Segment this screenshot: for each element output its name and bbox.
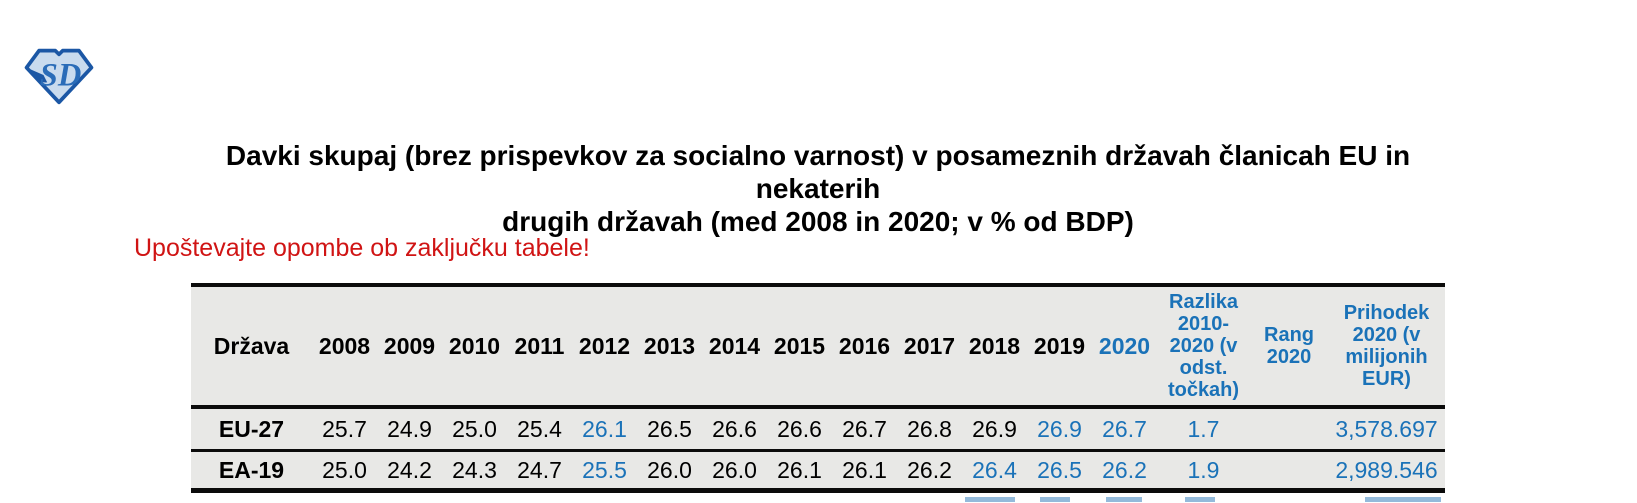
cell-EA-19-2017: 26.2 [897,450,962,491]
sd-diamond-logo-icon: SD [24,48,94,105]
header-cell-2010: 2010 [442,285,507,409]
header-cell-2020: 2020 [1092,285,1157,409]
cell-EU-27-razlika: 1.7 [1157,407,1250,452]
cell-EA-19-2013: 26.0 [637,450,702,491]
cutoff-text-fragment [1365,497,1441,502]
cell-EA-19-2010: 24.3 [442,450,507,491]
cutoff-text-fragment [1040,497,1070,502]
cell-EU-27-2015: 26.6 [767,407,832,452]
header-cell-2019: 2019 [1027,285,1092,409]
cell-EU-27-2013: 26.5 [637,407,702,452]
row-label-EA-19: EA-19 [191,450,312,491]
cell-EA-19-razlika: 1.9 [1157,450,1250,491]
cell-EU-27-prihodek: 3,578.697 [1328,407,1445,452]
header-cell-2015: 2015 [767,285,832,409]
cell-EU-27-2017: 26.8 [897,407,962,452]
cell-EU-27-2012: 26.1 [572,407,637,452]
cell-EA-19-2011: 24.7 [507,450,572,491]
header-cell-2009: 2009 [377,285,442,409]
cell-EA-19-2016: 26.1 [832,450,897,491]
cell-EU-27-2010: 25.0 [442,407,507,452]
cell-EA-19-2014: 26.0 [702,450,767,491]
svg-text:SD: SD [40,57,82,93]
header-cell-2011: 2011 [507,285,572,409]
table-row-EA-19: EA-19 25.0 24.2 24.3 24.7 25.5 26.0 26.0 26.1 26.… [191,450,1445,491]
cell-EA-19-2020: 26.2 [1092,450,1157,491]
cell-EA-19-2008: 25.0 [312,450,377,491]
cell-EU-27-2014: 26.6 [702,407,767,452]
notes-warning-text: Upoštevajte opombe ob zaključku tabele! [134,234,590,262]
header-cell-2018: 2018 [962,285,1027,409]
cell-EU-27-2020: 26.7 [1092,407,1157,452]
header-cell-2012: 2012 [572,285,637,409]
cell-EA-19-2012: 25.5 [572,450,637,491]
cell-EA-19-2018: 26.4 [962,450,1027,491]
header-cell-drzava: Država [191,285,312,409]
header-cell-prihodek: Prihodek 2020 (v milijonih EUR) [1328,285,1445,409]
header-row: Država 2008 2009 2010 2011 2012 2013 2014 2015 20… [191,285,1445,409]
cell-EU-27-2008: 25.7 [312,407,377,452]
page-title-line1: Davki skupaj (brez prispevkov za socialn… [225,140,1411,204]
header-cell-2014: 2014 [702,285,767,409]
tax-table-container: Država 2008 2009 2010 2011 2012 2013 2014 2015 20… [191,283,1445,493]
sd-diamond-logo: SD [22,44,96,106]
cell-EA-19-rang [1250,450,1328,491]
cutoff-text-fragment [1185,497,1215,502]
table-row-EU-27: EU-27 25.7 24.9 25.0 25.4 26.1 26.5 26.6 26.6 26.… [191,407,1445,452]
header-cell-2008: 2008 [312,285,377,409]
cell-EA-19-2009: 24.2 [377,450,442,491]
cell-EU-27-2011: 25.4 [507,407,572,452]
cutoff-text-fragment [965,497,1015,502]
page-title: Davki skupaj (brez prispevkov za socialn… [168,139,1468,238]
header-cell-2016: 2016 [832,285,897,409]
header-cell-2017: 2017 [897,285,962,409]
cell-EA-19-prihodek: 2,989.546 [1328,450,1445,491]
header-cell-razlika: Razlika 2010-2020 (v odst. točkah) [1157,285,1250,409]
page-title-line2: drugih državah (med 2008 in 2020; v % od… [502,206,1134,237]
cell-EU-27-2019: 26.9 [1027,407,1092,452]
cell-EU-27-2018: 26.9 [962,407,1027,452]
tax-table: Država 2008 2009 2010 2011 2012 2013 2014 2015 20… [191,283,1445,493]
cell-EU-27-rang [1250,407,1328,452]
header-cell-2013: 2013 [637,285,702,409]
cutoff-text-fragment [1106,497,1142,502]
cell-EA-19-2019: 26.5 [1027,450,1092,491]
cell-EA-19-2015: 26.1 [767,450,832,491]
row-label-EU-27: EU-27 [191,407,312,452]
header-cell-rang: Rang 2020 [1250,285,1328,409]
cell-EU-27-2016: 26.7 [832,407,897,452]
cell-EU-27-2009: 24.9 [377,407,442,452]
